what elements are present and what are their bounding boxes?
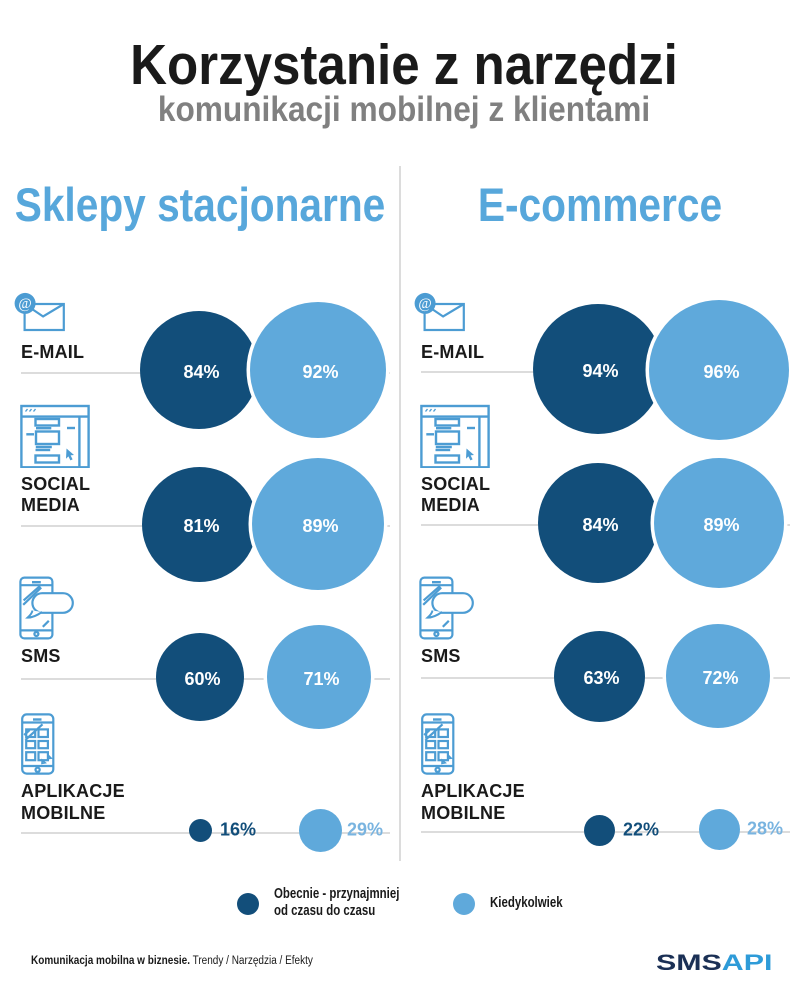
svg-text:@: @ xyxy=(18,296,31,312)
svg-text:@: @ xyxy=(418,296,431,312)
